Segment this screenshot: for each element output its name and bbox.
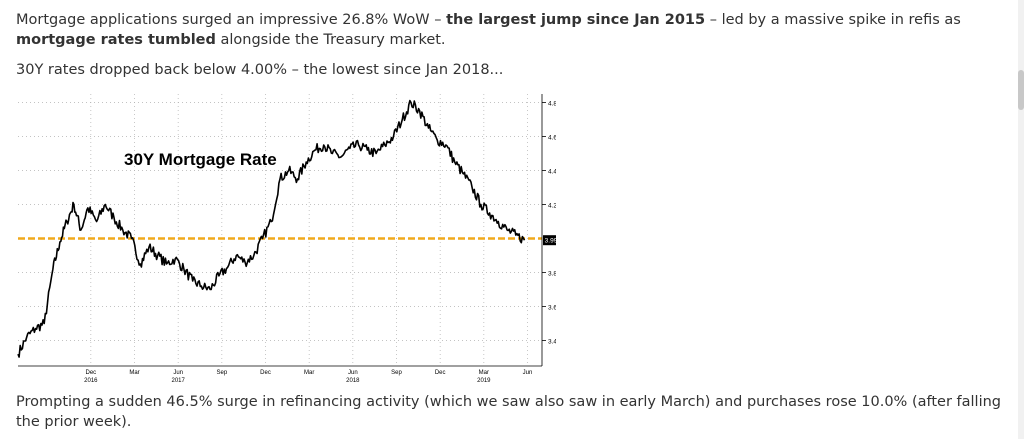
series-line-30y-rate [17,99,526,358]
x-year-label: 2016 [84,378,98,382]
x-tick-label: Jun [173,370,183,376]
x-tick-label: Jun [348,370,358,376]
paragraph-refinancing: Prompting a sudden 46.5% surge in refina… [16,394,1001,430]
y-tick-label: 4.40 [548,169,556,176]
x-tick-label: Mar [129,370,139,376]
y-tick-label: 4.80 [548,101,556,108]
p1-bold-rates-tumbled: mortgage rates tumbled [16,32,216,48]
x-year-label: 2017 [171,378,185,382]
chart-title: 30Y Mortgage Rate [124,150,277,169]
p1-text-c: – led by a massive spike in refis as [705,12,961,28]
x-tick-label: Jun [523,370,533,376]
x-tick-label: Mar [304,370,314,376]
x-tick-label: Mar [479,370,489,376]
x-year-label: 2019 [477,378,491,382]
x-tick-label: Dec [86,370,97,376]
y-axis: 4.80 4.60 4.40 4.20 3.80 3.60 3.40 3.99 [541,94,556,366]
chart-svg: 4.80 4.60 4.40 4.20 3.80 3.60 3.40 3.99 Dec Mar J… [17,94,556,382]
y-tick-label: 4.20 [548,203,556,210]
paragraph-mortgage-applications: Mortgage applications surged an impressi… [16,10,1006,50]
p1-bold-largest-jump: the largest jump since Jan 2015 [446,12,706,28]
x-tick-label: Dec [260,370,271,376]
x-tick-label: Dec [435,370,446,376]
paragraph-30y-rates: 30Y rates dropped back below 4.00% – the… [16,62,504,78]
last-value-marker [543,235,556,246]
x-tick-label: Sep [216,370,227,376]
y-tick-label: 4.60 [548,135,556,142]
y-tick-label: 3.60 [548,305,556,312]
mortgage-rate-chart: 4.80 4.60 4.40 4.20 3.80 3.60 3.40 3.99 Dec Mar J… [16,90,556,382]
scrollbar-thumb[interactable] [1018,70,1024,110]
series-group [17,99,526,358]
chart-grid [18,94,542,366]
y-tick-label: 3.80 [548,271,556,278]
p1-text-e: alongside the Treasury market. [215,32,446,48]
last-value-label: 3.99 [545,238,556,245]
x-tick-label: Sep [391,370,402,376]
y-tick-label: 3.40 [548,339,556,346]
p1-text-a: Mortgage applications surged an impressi… [16,12,447,28]
page-scrollbar[interactable] [1018,0,1024,439]
x-axis: Dec Mar Jun Sep Dec Mar Jun Sep Dec Mar Jun 2016 201… [18,365,542,382]
x-year-label: 2018 [346,378,360,382]
